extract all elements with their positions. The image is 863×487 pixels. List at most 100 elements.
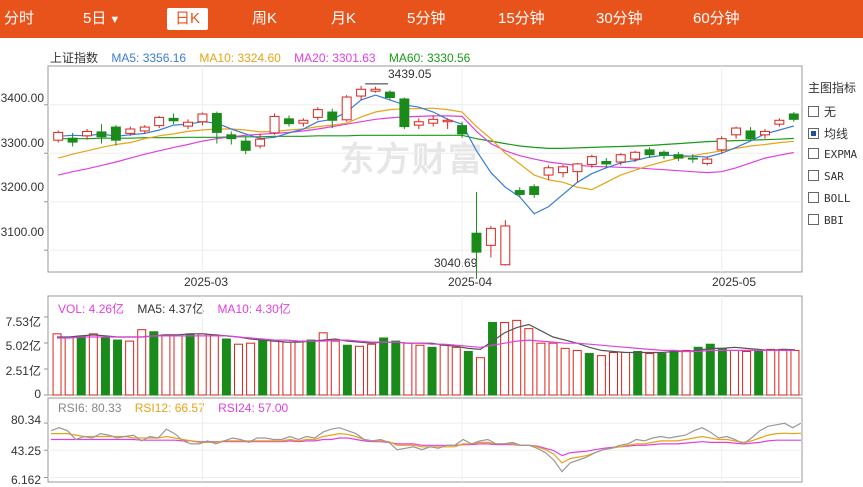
indicator-option-boll[interactable]: BOLL xyxy=(808,191,851,205)
tab-5min[interactable]: 5分钟 xyxy=(407,10,446,27)
checkbox-icon[interactable] xyxy=(808,148,819,159)
volume-bar xyxy=(645,353,655,396)
volume-bar xyxy=(64,336,74,396)
tab-daily-k[interactable]: 日K xyxy=(167,8,209,30)
rsi-tick-label: 80.34 xyxy=(10,413,41,427)
volume-bar xyxy=(742,350,752,396)
indicator-option-expma[interactable]: EXPMA xyxy=(808,147,857,161)
candle-body xyxy=(716,138,727,151)
candle-body xyxy=(341,96,352,121)
tab-monthly-k[interactable]: 月K xyxy=(331,10,357,27)
volume-bar xyxy=(439,344,449,396)
candle-body xyxy=(197,113,208,123)
ma60-legend: MA60: 3330.56 xyxy=(388,51,471,65)
candle-body xyxy=(183,121,193,127)
rsi12-line xyxy=(51,432,802,464)
rsi6-legend: RSI6: 80.33 xyxy=(58,401,122,415)
ma20-legend: MA20: 3301.63 xyxy=(294,51,376,65)
candle-body xyxy=(442,119,453,123)
rsi-panel-frame xyxy=(47,397,803,483)
candle-body xyxy=(601,160,612,165)
volume-bar xyxy=(427,346,437,396)
volume-bar xyxy=(379,337,389,396)
date-tick-label: 2025-03 xyxy=(183,275,229,289)
indicator-option-none[interactable]: 无 xyxy=(808,103,836,120)
date-tick-label: 2025-05 xyxy=(711,275,757,289)
volume-bar xyxy=(100,337,110,396)
candle-body xyxy=(327,111,338,121)
ma20-line xyxy=(58,115,794,176)
candle-body xyxy=(543,167,554,176)
candle-body xyxy=(428,118,439,124)
rsi6-line xyxy=(50,422,802,473)
volume-legend: VOL: 4.26亿 MA5: 4.37亿 MA10: 4.30亿 xyxy=(58,300,301,317)
candle-body xyxy=(269,115,280,134)
price-tick-label: 3300.00 xyxy=(0,136,44,150)
volume-bar xyxy=(149,331,159,396)
volume-bar xyxy=(584,353,594,396)
checkbox-checked-icon[interactable] xyxy=(808,128,819,139)
indicator-panel-title: 主图指标 xyxy=(808,81,857,95)
volume-bar xyxy=(451,346,461,396)
candle-body xyxy=(139,126,150,132)
tab-5day[interactable]: 5日 ▼ xyxy=(83,10,121,27)
tab-weekly-k[interactable]: 周K xyxy=(252,10,278,27)
volume-bar xyxy=(790,349,800,396)
candle-body xyxy=(500,225,511,266)
tab-intraday[interactable]: 分时 xyxy=(4,10,35,27)
candle-body xyxy=(615,154,626,163)
volume-bar xyxy=(221,338,231,396)
rsi-tick-label: 6.162 xyxy=(10,473,41,487)
volume-bar xyxy=(512,319,522,396)
candle-body xyxy=(745,130,756,140)
checkbox-icon[interactable] xyxy=(808,170,819,181)
tab-30min[interactable]: 30分钟 xyxy=(596,10,643,27)
ma5-line xyxy=(58,94,794,215)
price-tick-label: 3200.00 xyxy=(0,180,44,194)
volume-bar xyxy=(258,339,268,396)
candle-body xyxy=(731,127,742,136)
indicator-option-sar[interactable]: SAR xyxy=(808,169,844,183)
candle-body xyxy=(759,130,770,136)
volume-bar xyxy=(488,321,498,396)
candle-body xyxy=(226,134,237,140)
tab-15min[interactable]: 15分钟 xyxy=(498,10,545,27)
candle-body xyxy=(659,151,669,156)
watermark-logo: 东方财富 xyxy=(340,141,484,179)
low-annotation: 3040.69 xyxy=(434,256,478,270)
candle-body xyxy=(687,157,698,160)
candle-body xyxy=(298,119,309,124)
volume-bar xyxy=(76,335,86,396)
candle-body xyxy=(384,91,395,99)
volume-bar xyxy=(330,340,340,396)
rsi24-line xyxy=(51,437,801,457)
price-tick-label: 3400.00 xyxy=(0,91,44,105)
checkbox-icon[interactable] xyxy=(808,106,819,117)
volume-bar xyxy=(113,339,123,396)
indicator-option-bbi[interactable]: BBI xyxy=(808,213,844,227)
volume-bar xyxy=(572,349,582,396)
volume-bar xyxy=(705,343,715,396)
volume-bar xyxy=(621,352,631,396)
rsi-tick-label: 43.25 xyxy=(10,444,41,458)
indicator-option-ma[interactable]: 均线 xyxy=(808,125,848,142)
checkbox-icon[interactable] xyxy=(808,214,819,225)
volume-bar xyxy=(354,345,364,396)
candle-body xyxy=(370,88,381,92)
volume-bar xyxy=(681,349,691,396)
volume-bar xyxy=(609,352,618,396)
checkbox-icon[interactable] xyxy=(808,192,819,203)
volume-bar xyxy=(717,347,727,396)
volume-bar xyxy=(294,340,304,396)
candle-body xyxy=(413,121,424,126)
volume-bar xyxy=(729,349,739,396)
volume-bar xyxy=(234,343,243,396)
tab-60min[interactable]: 60分钟 xyxy=(693,10,740,27)
volume-bar xyxy=(391,340,401,396)
volume-tick-label: 5.02亿 xyxy=(5,339,41,353)
candle-body xyxy=(586,156,597,165)
candle-body xyxy=(255,138,266,147)
volume-bar xyxy=(185,333,195,396)
volume-bar xyxy=(463,350,473,396)
